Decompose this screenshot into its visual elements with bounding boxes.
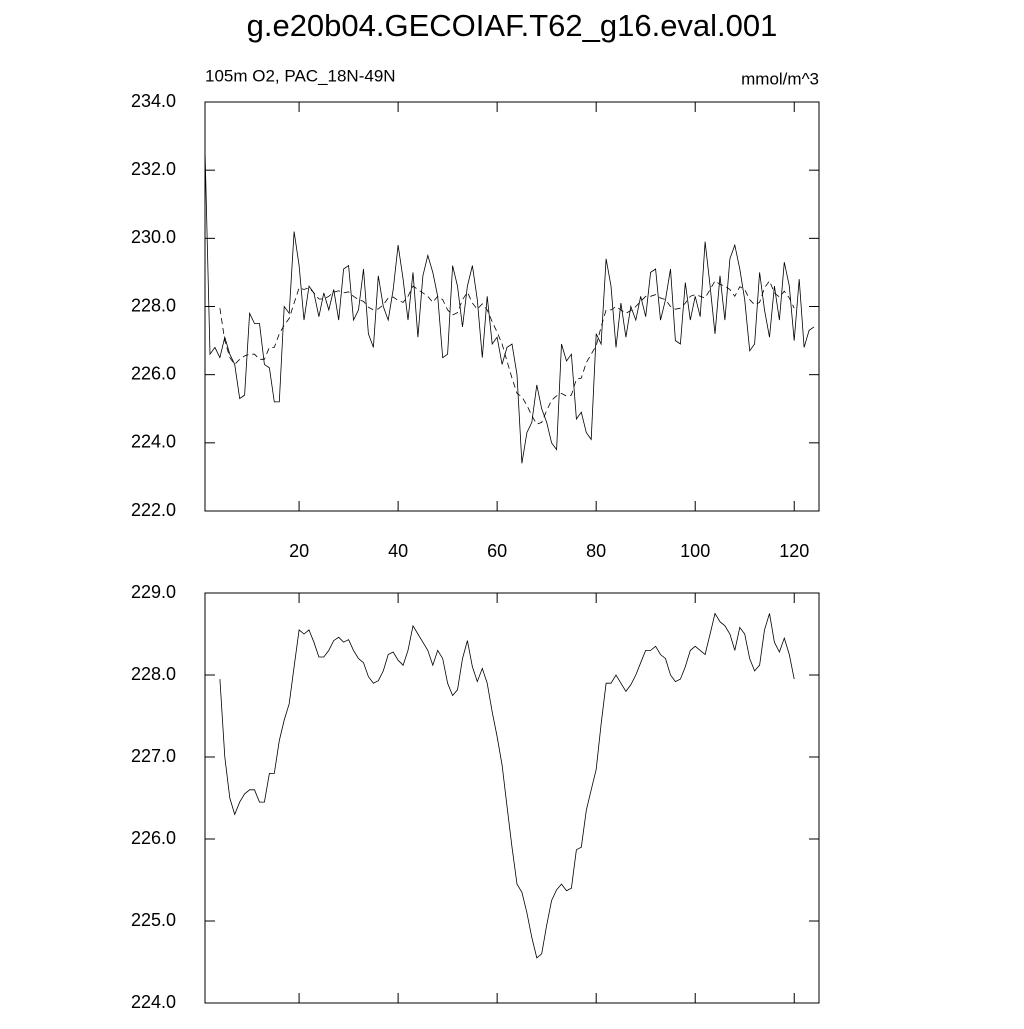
y-tick-label: 228.0: [131, 295, 176, 315]
y-tick-label: 224.0: [131, 992, 176, 1012]
y-tick-label: 229.0: [131, 582, 176, 602]
series-line: [219, 612, 795, 959]
series-line: [204, 149, 815, 464]
y-tick-label: 226.0: [131, 828, 176, 848]
series-line: [219, 280, 795, 425]
subtitle-left: 105m O2, PAC_18N-49N: [205, 66, 396, 85]
y-tick-label: 225.0: [131, 910, 176, 930]
y-tick-label: 228.0: [131, 664, 176, 684]
y-tick-label: 226.0: [131, 363, 176, 383]
y-tick-label: 230.0: [131, 227, 176, 247]
x-tick-label: 80: [586, 541, 606, 561]
x-tick-label: 120: [779, 541, 809, 561]
y-tick-label: 234.0: [131, 91, 176, 111]
chart-title: g.e20b04.GECOIAF.T62_g16.eval.001: [247, 8, 778, 43]
x-tick-label: 100: [680, 541, 710, 561]
x-tick-label: 60: [487, 541, 507, 561]
x-tick-label: 40: [388, 541, 408, 561]
y-tick-label: 222.0: [131, 500, 176, 520]
plot-frame: [204, 101, 820, 512]
subtitle-right: mmol/m^3: [741, 69, 819, 88]
x-tick-label: 20: [289, 541, 309, 561]
y-tick-label: 224.0: [131, 432, 176, 452]
y-tick-label: 227.0: [131, 746, 176, 766]
y-tick-label: 232.0: [131, 159, 176, 179]
plot-frame: [204, 592, 820, 1004]
